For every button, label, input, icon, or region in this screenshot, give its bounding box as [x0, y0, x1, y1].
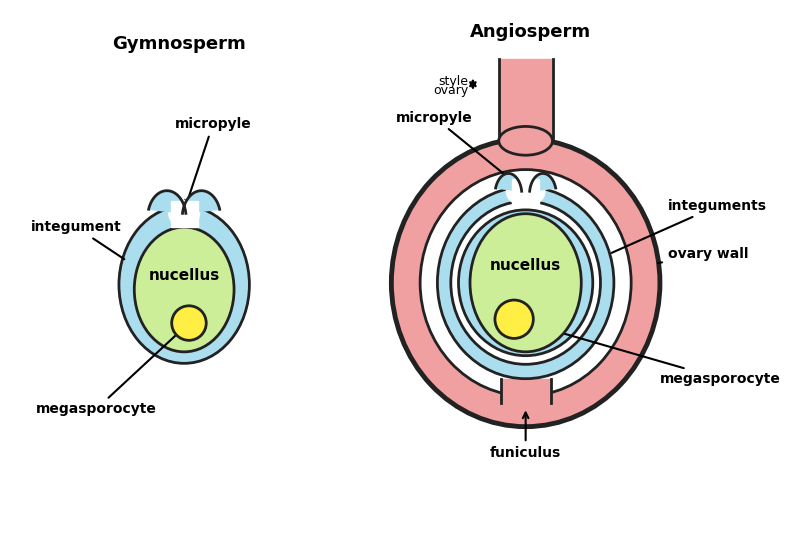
Text: megasporocyte: megasporocyte [517, 320, 781, 386]
Text: ovary wall: ovary wall [658, 247, 748, 263]
Ellipse shape [119, 206, 250, 364]
Ellipse shape [438, 187, 614, 379]
Polygon shape [149, 191, 186, 213]
Circle shape [172, 306, 206, 340]
Circle shape [495, 300, 534, 339]
Ellipse shape [420, 170, 631, 396]
Polygon shape [498, 59, 553, 141]
Polygon shape [170, 201, 198, 227]
Text: Gymnosperm: Gymnosperm [113, 36, 246, 53]
Ellipse shape [451, 201, 601, 364]
Text: integuments: integuments [612, 199, 766, 253]
Ellipse shape [506, 177, 545, 206]
Text: funiculus: funiculus [490, 412, 562, 460]
Ellipse shape [169, 200, 199, 227]
Polygon shape [512, 179, 539, 204]
Text: megasporocyte: megasporocyte [35, 325, 187, 416]
Text: micropyle: micropyle [174, 117, 251, 206]
Ellipse shape [458, 210, 593, 356]
Text: integument: integument [30, 220, 124, 259]
Text: nucellus: nucellus [149, 268, 220, 282]
Polygon shape [530, 173, 556, 191]
Text: ovary: ovary [433, 84, 468, 98]
Text: micropyle: micropyle [396, 110, 522, 189]
Ellipse shape [498, 127, 553, 155]
Ellipse shape [470, 214, 582, 352]
Text: Angiosperm: Angiosperm [470, 23, 591, 41]
Text: style: style [438, 75, 468, 88]
Ellipse shape [391, 139, 660, 427]
Polygon shape [501, 379, 550, 403]
Polygon shape [182, 191, 220, 213]
Ellipse shape [134, 227, 234, 352]
Text: nucellus: nucellus [490, 258, 562, 273]
Polygon shape [496, 173, 522, 191]
